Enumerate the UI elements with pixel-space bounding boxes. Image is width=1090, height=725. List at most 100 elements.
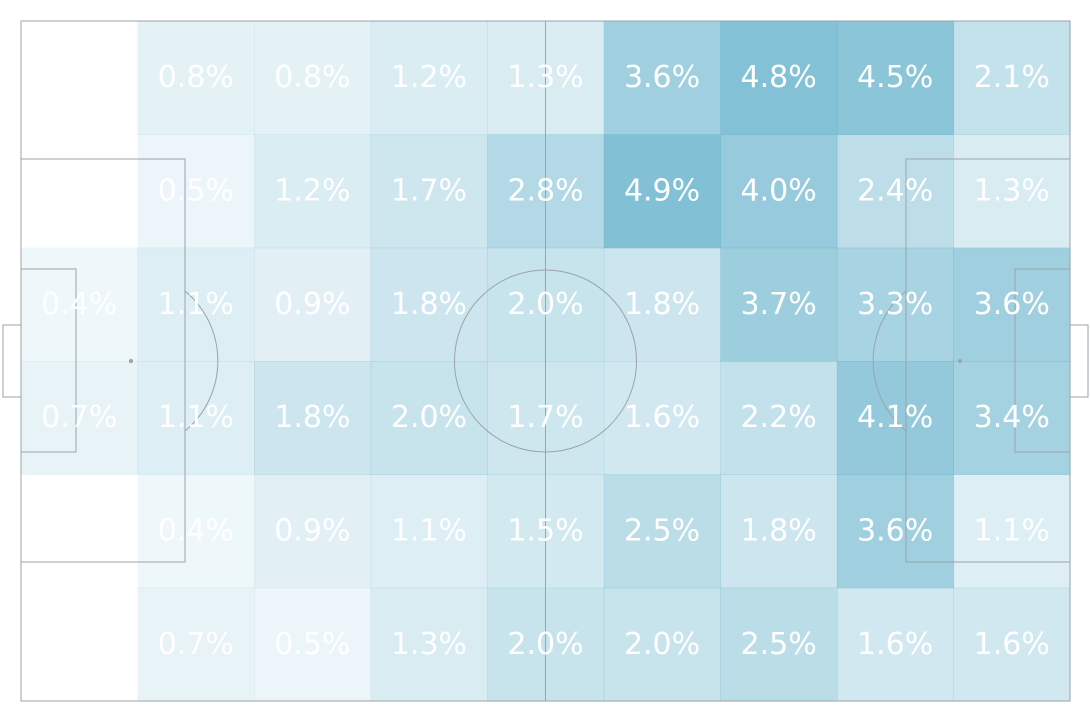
heatmap-cell-label: 1.6% (857, 627, 933, 662)
center-circle (454, 269, 637, 453)
heatmap-cell (254, 134, 372, 249)
heatmap-cell-label: 2.5% (624, 514, 700, 549)
heatmap-cell-label: 1.7% (391, 174, 467, 209)
heatmap-cell-label: 3.6% (974, 287, 1050, 322)
heatmap-cells (21, 21, 1071, 702)
heatmap-cell-label: 2.2% (741, 400, 817, 435)
heatmap-cell-label: 1.3% (974, 174, 1050, 209)
left-goal (2, 324, 22, 398)
heatmap-cell-label: 2.0% (507, 287, 583, 322)
heatmap-cell-label: 1.8% (741, 514, 817, 549)
right-penalty-arc (872, 290, 907, 432)
heatmap-cell-label: 2.0% (507, 627, 583, 662)
heatmap-cell (137, 361, 255, 475)
heatmap-cell-label: 2.8% (507, 174, 583, 209)
heatmap-cell (137, 587, 255, 702)
heatmap-cell-label: 0.8% (158, 60, 234, 95)
heatmap-cell-label: 3.6% (624, 60, 700, 95)
heatmap-cell-label: 2.5% (741, 627, 817, 662)
heatmap-cell-label: 0.5% (158, 174, 234, 209)
right-penalty-spot (957, 358, 963, 364)
heatmap-cell (370, 134, 488, 249)
heatmap-cell-label: 4.1% (857, 400, 933, 435)
heatmap-cell-label: 1.5% (507, 514, 583, 549)
heatmap-cell-label: 0.4% (158, 514, 234, 549)
heatmap-cell-label: 3.4% (974, 400, 1050, 435)
heatmap-cell (836, 247, 955, 362)
heatmap-cell (254, 474, 372, 589)
heatmap-cell (720, 21, 838, 135)
heatmap-cell (21, 361, 139, 475)
heatmap-cell (953, 21, 1071, 135)
heatmap-cell-label: 4.5% (857, 60, 933, 95)
heatmap-cell-label: 1.8% (391, 287, 467, 322)
heatmap-cell (603, 134, 721, 249)
heatmap-cell-label: 2.0% (624, 627, 700, 662)
heatmap-cell (370, 21, 488, 135)
left-penalty-spot (128, 358, 134, 364)
heatmap-cell-label: 2.4% (857, 174, 933, 209)
heatmap-cell (254, 361, 372, 475)
heatmap-cell-label: 0.9% (274, 287, 350, 322)
heatmap-cell (370, 361, 488, 475)
heatmap-labels: 0.8% 0.8% 1.2% 1.3% 3.6% 4.8% 4.5% 2.1% 0.5% 1.2%… (41, 60, 1050, 662)
heatmap-cell (720, 134, 838, 249)
heatmap-cell (953, 361, 1071, 475)
heatmap-cell (953, 474, 1071, 589)
heatmap-cell (953, 247, 1071, 362)
heatmap-cell (836, 134, 955, 249)
heatmap-cell (836, 21, 955, 135)
heatmap-cell (137, 247, 255, 362)
heatmap-cell-label: 1.6% (974, 627, 1050, 662)
heatmap-cell-label: 0.7% (158, 627, 234, 662)
heatmap-cell (603, 361, 721, 475)
heatmap-cell-label: 4.8% (741, 60, 817, 95)
heatmap-cell-label: 2.0% (391, 400, 467, 435)
heatmap-cell-label: 0.5% (274, 627, 350, 662)
heatmap-cell-label: 3.7% (741, 287, 817, 322)
heatmap-cell-label: 0.4% (41, 287, 117, 322)
heatmap-cell-label: 4.0% (741, 174, 817, 209)
heatmap-cell (836, 587, 955, 702)
heatmap-cell (370, 474, 488, 589)
heatmap-cell (603, 474, 721, 589)
right-goal (1069, 324, 1089, 398)
heatmap-cell-label: 3.3% (857, 287, 933, 322)
heatmap-cell (720, 361, 838, 475)
heatmap-cell-label: 3.6% (857, 514, 933, 549)
heatmap-cell-label: 1.2% (391, 60, 467, 95)
heatmap-cell-label: 4.9% (624, 174, 700, 209)
heatmap-cell (836, 361, 955, 475)
heatmap-cell (21, 247, 139, 362)
heatmap-cell-label: 1.1% (391, 514, 467, 549)
heatmap-cell-label: 2.1% (974, 60, 1050, 95)
heatmap-cell (370, 587, 488, 702)
heatmap-cell (254, 21, 372, 135)
heatmap-cell-label: 1.8% (274, 400, 350, 435)
heatmap-cell (720, 247, 838, 362)
heatmap-cell (370, 247, 488, 362)
heatmap-cell (953, 134, 1071, 249)
heatmap-cell (254, 247, 372, 362)
heatmap-cell (953, 587, 1071, 702)
heatmap-cell-label: 1.6% (624, 400, 700, 435)
heatmap-cell-label: 0.7% (41, 400, 117, 435)
heatmap-cell-label: 1.7% (507, 400, 583, 435)
heatmap-cell-label: 0.9% (274, 514, 350, 549)
heatmap-cell-label: 1.2% (274, 174, 350, 209)
heatmap-cell-label: 1.3% (391, 627, 467, 662)
heatmap-cell-label: 1.1% (158, 287, 234, 322)
pitch-markings (2, 20, 1089, 702)
heatmap-cell-label: 0.8% (274, 60, 350, 95)
heatmap-cell (603, 247, 721, 362)
heatmap-cell-label: 1.8% (624, 287, 700, 322)
heatmap-cell (836, 474, 955, 589)
heatmap-cell (720, 474, 838, 589)
heatmap-cell (254, 587, 372, 702)
heatmap-cell (137, 134, 255, 249)
heatmap-cell-label: 1.3% (507, 60, 583, 95)
heatmap-cell (603, 587, 721, 702)
heatmap-cell (137, 21, 255, 135)
